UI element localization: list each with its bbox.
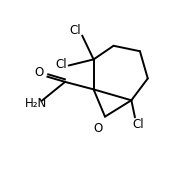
Text: O: O <box>93 122 102 135</box>
Text: Cl: Cl <box>69 24 81 37</box>
Text: Cl: Cl <box>55 58 67 71</box>
Text: O: O <box>35 66 44 79</box>
Text: H₂N: H₂N <box>25 97 47 110</box>
Text: Cl: Cl <box>133 118 144 131</box>
